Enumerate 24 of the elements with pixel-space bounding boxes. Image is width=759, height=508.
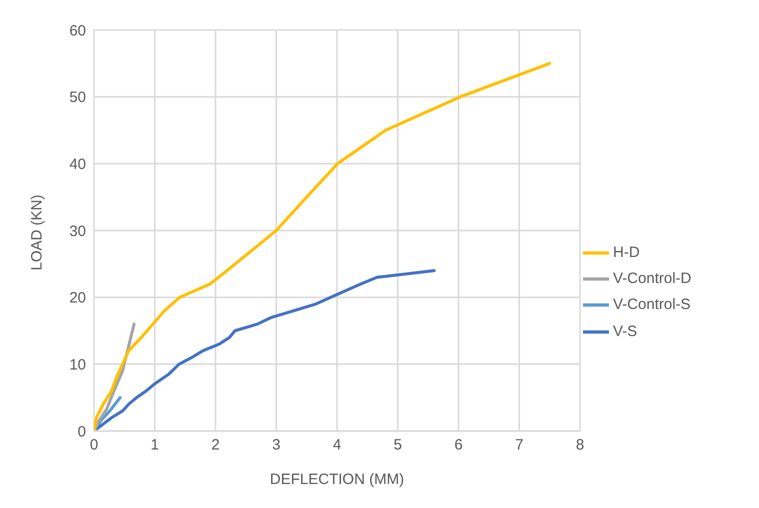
- x-tick-label: 8: [576, 436, 584, 454]
- legend-label: H-D: [613, 244, 640, 262]
- y-tick-label: 10: [69, 356, 86, 374]
- x-tick-label: 6: [454, 436, 463, 454]
- y-tick-label: 0: [78, 423, 86, 440]
- y-tick-label: 20: [69, 290, 86, 307]
- y-tick-label: 50: [69, 89, 86, 106]
- x-tick-label: 7: [515, 436, 524, 454]
- y-tick-label: 40: [69, 156, 86, 173]
- y-axis-title: LOAD (KN): [28, 194, 46, 270]
- x-tick-label: 5: [394, 436, 402, 454]
- x-tick-label: 4: [332, 436, 342, 454]
- x-tick-label: 2: [211, 436, 220, 454]
- x-tick-label: 1: [150, 436, 159, 454]
- legend-label: V-S: [613, 322, 638, 340]
- y-tick-label: 30: [69, 222, 86, 240]
- x-tick-label: 0: [90, 436, 98, 454]
- line-series: [94, 269, 436, 431]
- y-tick-label: 60: [69, 22, 86, 40]
- line-series: [94, 62, 552, 431]
- x-tick-label: 3: [272, 436, 280, 454]
- legend-label: V-Control-S: [613, 296, 691, 314]
- x-axis-title: DEFLECTION (MM): [270, 471, 404, 488]
- legend-label: V-Control-D: [613, 270, 692, 288]
